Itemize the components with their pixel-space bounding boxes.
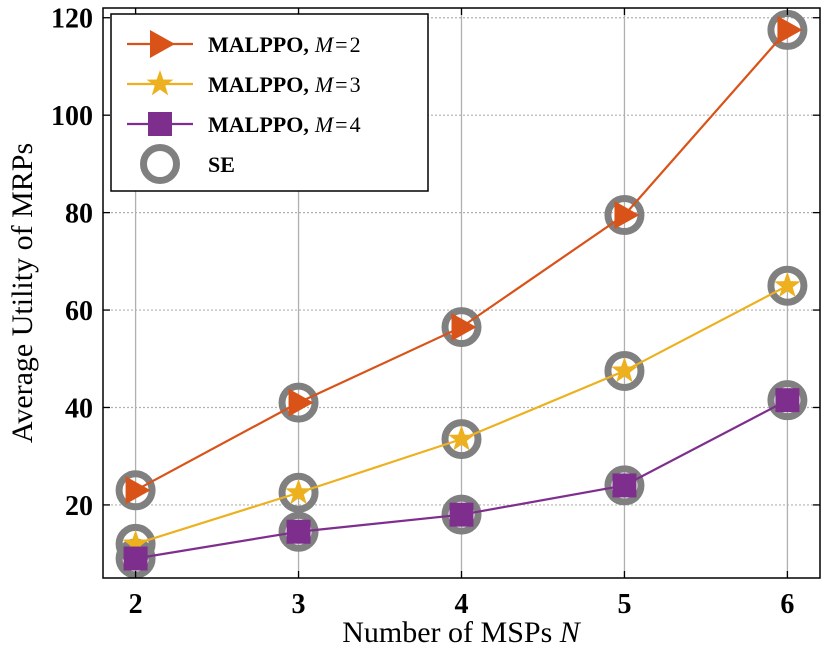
y-tick-label: 20: [65, 491, 93, 522]
x-tick-label: 3: [292, 589, 306, 620]
se-point: [115, 470, 156, 511]
legend-marker: [146, 70, 174, 96]
data-point: [774, 271, 801, 298]
legend-label-name: SE: [208, 152, 235, 177]
y-tick-label: 120: [51, 4, 93, 35]
se-point: [604, 195, 645, 236]
y-tick-label: 80: [65, 199, 93, 230]
x-axis-label-var: N: [559, 616, 582, 649]
se-point: [767, 380, 808, 421]
y-axis-label: Average Utility of MRPs: [6, 143, 39, 443]
se-point: [441, 419, 482, 460]
legend-marker: [150, 30, 175, 58]
legend-label-num: 3: [350, 72, 361, 97]
grid: [103, 8, 820, 578]
x-tick-label: 4: [455, 589, 469, 620]
se-point: [278, 511, 319, 552]
y-tick-label: 40: [65, 393, 93, 424]
legend-label: MALPPO, M=3: [208, 72, 361, 97]
legend-label: MALPPO, M=2: [208, 32, 361, 57]
legend-label-op: =: [335, 72, 347, 97]
series-lines: [122, 15, 803, 571]
x-axis-label: Number of MSPs N: [342, 616, 582, 649]
legend-marker: [148, 112, 172, 136]
data-point: [286, 519, 311, 544]
se-point: [278, 382, 319, 423]
legend-label-var: M: [314, 32, 335, 57]
data-point: [449, 502, 474, 527]
data-point: [448, 425, 475, 451]
legend-label-op: =: [335, 32, 347, 57]
se-point: [441, 307, 482, 348]
se-point: [604, 465, 645, 506]
data-point: [775, 388, 800, 413]
data-point: [451, 313, 477, 342]
x-axis-label-text: Number of MSPs: [342, 616, 552, 649]
data-point: [777, 15, 803, 44]
legend-label-name: MALPPO,: [208, 32, 309, 57]
axis-ticks: 2 3 4 5 6 20 40 60 80 100 120: [51, 4, 820, 620]
y-tick-label: 100: [51, 101, 93, 132]
legend-label-op: =: [335, 112, 347, 137]
data-point: [611, 356, 638, 383]
data-point: [612, 473, 637, 498]
data-point: [125, 476, 151, 505]
se-point: [604, 350, 645, 391]
y-tick-label: 60: [65, 296, 93, 327]
x-tick-label: 6: [780, 589, 794, 620]
se-point: [441, 494, 482, 535]
legend-label-num: 2: [350, 32, 361, 57]
legend-label-var: M: [314, 72, 335, 97]
legend-label-var: M: [314, 112, 335, 137]
legend-label-name: MALPPO,: [208, 112, 309, 137]
legend-label: SE: [208, 152, 235, 177]
data-point: [288, 388, 314, 417]
x-tick-label: 5: [617, 589, 631, 620]
se-point: [278, 472, 319, 513]
data-point: [614, 201, 640, 230]
legend-label-num: 4: [350, 112, 361, 137]
x-tick-label: 2: [129, 589, 143, 620]
data-point: [122, 529, 149, 556]
se-point: [767, 265, 808, 306]
legend-label-name: MALPPO,: [208, 72, 309, 97]
legend-marker: [140, 144, 180, 184]
data-point: [123, 546, 148, 571]
legend-label: MALPPO, M=4: [208, 112, 361, 137]
data-point: [285, 478, 312, 505]
